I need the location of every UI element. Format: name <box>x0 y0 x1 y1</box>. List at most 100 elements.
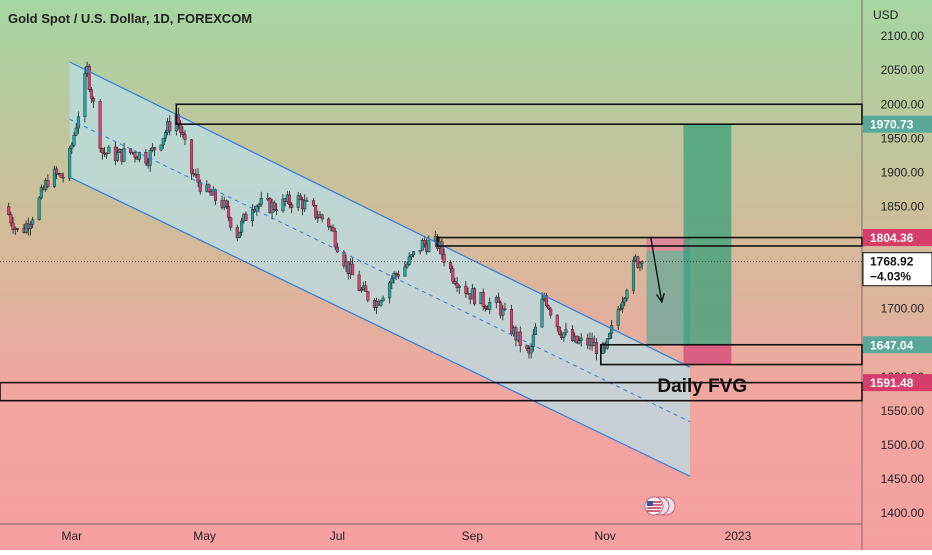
price-label-1591.48[interactable] <box>863 374 932 392</box>
candle-body <box>39 187 43 199</box>
candle-body <box>531 334 535 347</box>
candle-body <box>392 273 396 279</box>
candle-body <box>163 132 167 139</box>
flag-icon[interactable] <box>644 496 676 516</box>
candle-body <box>316 217 320 219</box>
channel-lower-line[interactable] <box>69 176 691 477</box>
candle-body <box>255 206 259 212</box>
candle-body <box>503 308 507 311</box>
short-position-risk[interactable] <box>646 237 691 251</box>
candle-body <box>607 333 611 340</box>
candle-body <box>196 173 200 183</box>
candle-body <box>7 206 11 215</box>
support-box[interactable] <box>599 343 863 366</box>
arrow-line[interactable] <box>650 237 663 302</box>
y-tick-label: 1950.00 <box>881 131 925 145</box>
candle-body <box>296 195 300 208</box>
candle-body <box>227 206 231 218</box>
candle-body <box>37 197 41 220</box>
long-position-reward[interactable] <box>683 124 732 345</box>
candle-body <box>181 132 185 135</box>
candle-body <box>409 254 413 258</box>
candle-body <box>240 220 244 233</box>
candle-body <box>107 146 111 154</box>
candle-body <box>601 343 605 354</box>
candle-body <box>224 200 228 207</box>
candle-body <box>621 301 625 309</box>
channel-fill <box>69 62 691 477</box>
price-label-1768.92[interactable] <box>862 252 932 287</box>
candle-body <box>168 121 172 132</box>
candle-body <box>92 98 96 102</box>
x-tick-label: 2023 <box>725 529 752 543</box>
candle-body <box>144 152 148 164</box>
candle-body <box>87 65 91 90</box>
candle-body <box>137 152 141 160</box>
candle-body <box>311 200 315 206</box>
price-label-1970.73[interactable] <box>863 115 932 133</box>
candle-body <box>251 208 255 221</box>
candle-body <box>457 285 461 288</box>
candle-body <box>407 256 411 265</box>
candle-body <box>579 337 583 341</box>
candle-body <box>272 202 276 210</box>
short-position-reward[interactable] <box>646 250 691 345</box>
x-tick-label: May <box>193 529 216 543</box>
candle-body <box>422 240 426 245</box>
candle-body <box>61 176 65 179</box>
time-axis-background <box>0 524 862 550</box>
candle-body <box>342 251 346 267</box>
price-label-1647.04[interactable] <box>863 336 932 354</box>
candle-body <box>638 262 642 268</box>
y-tick-label: 2100.00 <box>881 29 925 43</box>
candle-body <box>28 224 32 230</box>
candle-body <box>290 204 294 208</box>
y-tick-label: 1450.00 <box>881 472 925 486</box>
candle-body <box>244 213 248 221</box>
candle-body <box>15 228 19 230</box>
candle-body <box>98 101 102 149</box>
price-label-value: 1647.04 <box>870 338 914 352</box>
candle-body <box>207 184 211 192</box>
candle-body <box>327 218 331 227</box>
candle-body <box>298 195 302 200</box>
candle-body <box>631 260 635 291</box>
y-tick-label: 2050.00 <box>881 63 925 77</box>
candle-body <box>183 134 187 140</box>
candle-body <box>122 148 126 162</box>
candle-body <box>331 227 335 232</box>
candle-body <box>594 342 598 354</box>
resistance-box-top[interactable] <box>175 103 863 125</box>
annotation-daily-fvg: Daily FVG <box>657 376 747 397</box>
candle-body <box>440 241 444 255</box>
resistance-box-mid[interactable] <box>436 236 863 247</box>
price-label-value: 1591.48 <box>870 376 914 390</box>
candle-body <box>464 285 468 294</box>
candle-body <box>396 274 400 277</box>
candle-body <box>68 148 72 179</box>
channel-mid-line[interactable] <box>69 118 691 423</box>
long-position-risk[interactable] <box>683 344 732 365</box>
price-label-1804.36[interactable] <box>863 229 932 247</box>
candle-body <box>72 134 76 146</box>
candle-body <box>549 308 553 316</box>
channel-upper-line[interactable] <box>69 61 691 368</box>
candle-body <box>427 240 431 253</box>
candle-body <box>9 214 13 224</box>
candle-body <box>544 295 548 306</box>
candle-body <box>46 180 50 187</box>
candle-body <box>192 173 196 175</box>
candle-body <box>555 314 559 328</box>
candle-body <box>303 200 307 210</box>
candle-body <box>153 147 157 151</box>
fvg-box[interactable] <box>0 381 863 402</box>
candle-body <box>483 306 487 309</box>
price-label-value: 1804.36 <box>870 231 914 245</box>
candle-body <box>562 332 566 338</box>
candle-body <box>259 198 263 205</box>
candle-body <box>133 151 137 158</box>
currency-label: USD <box>873 8 899 22</box>
candle-body <box>351 263 355 276</box>
